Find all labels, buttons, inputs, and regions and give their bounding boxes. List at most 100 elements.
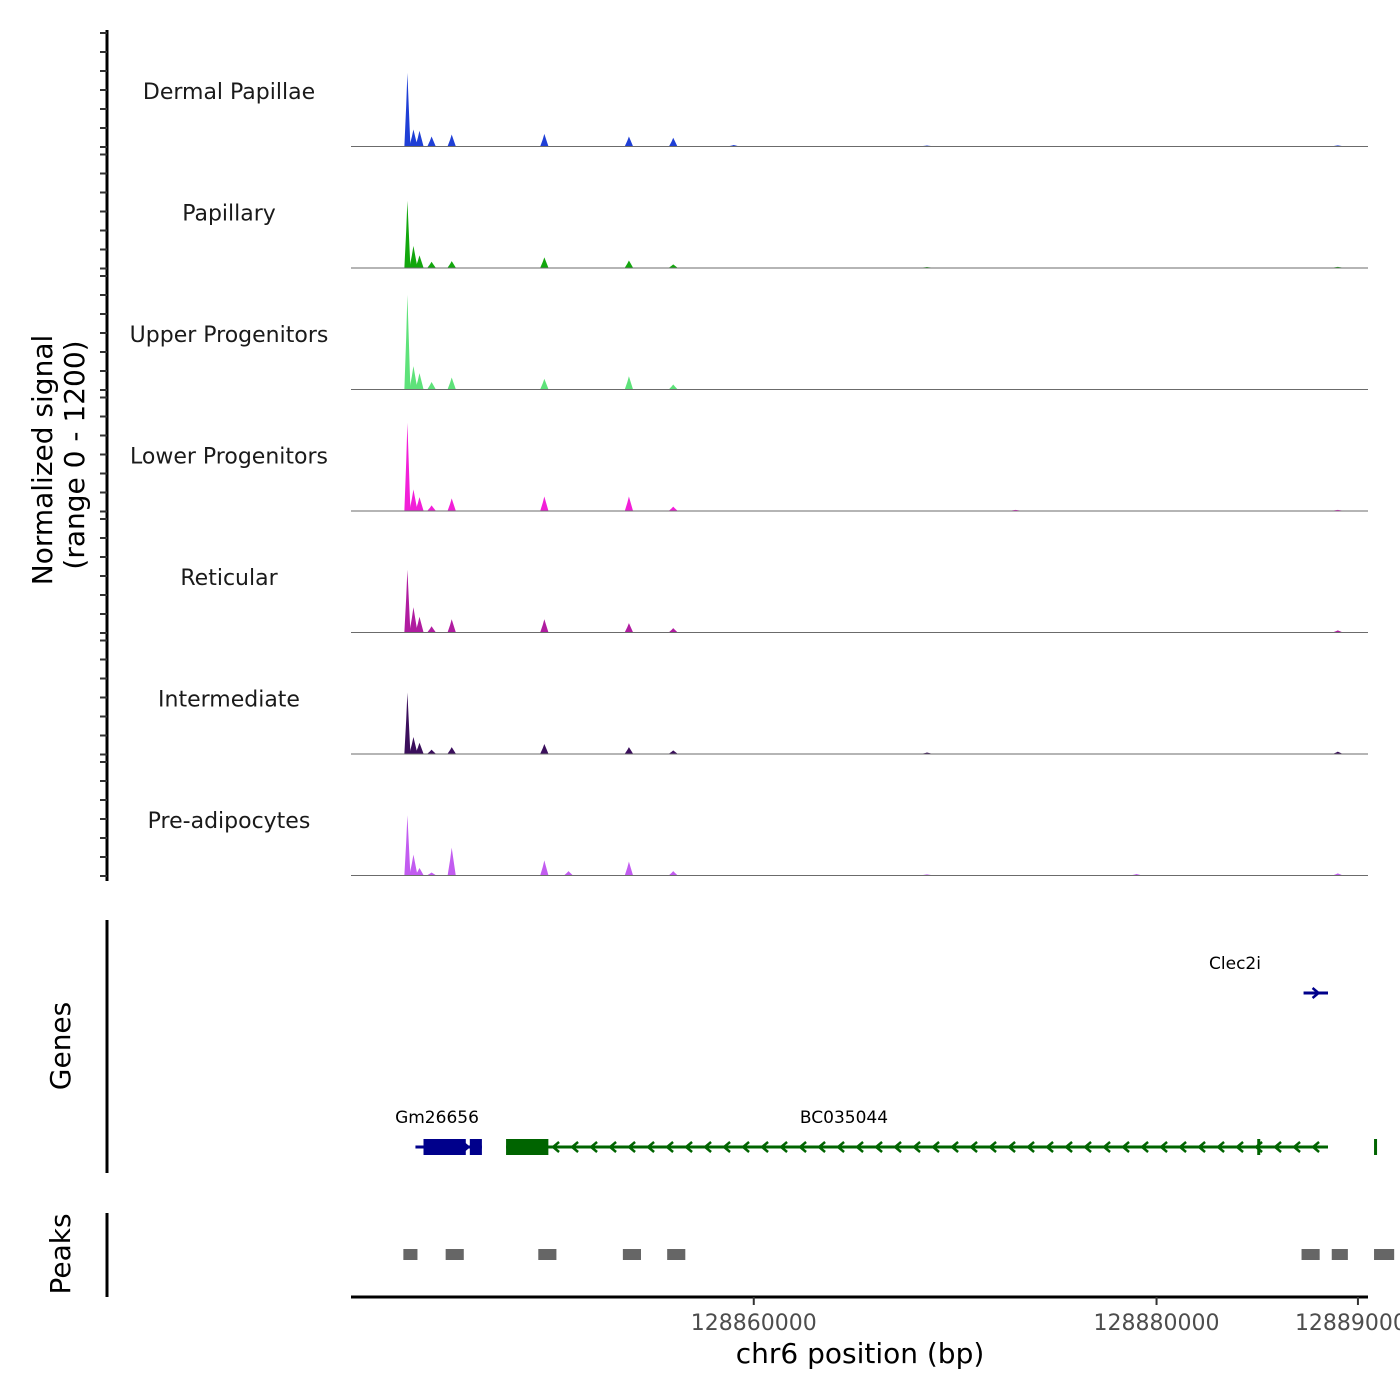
signal-peak: [404, 815, 411, 875]
gene-model: BC035044: [506, 1108, 1378, 1155]
gene-label: BC035044: [800, 1108, 888, 1128]
strand-chevron: [589, 1141, 598, 1153]
signal-peak: [409, 607, 418, 632]
peak-region: [538, 1249, 557, 1260]
strand-chevron: [969, 1141, 978, 1153]
strand-chevron: [1083, 1141, 1092, 1153]
x-tick-label: 128890000: [1295, 1311, 1400, 1336]
signal-peak: [564, 871, 573, 875]
signal-peak: [540, 257, 549, 268]
signal-peak: [669, 264, 678, 268]
signal-peak: [415, 868, 424, 875]
strand-chevron: [931, 1141, 940, 1153]
strand-chevron: [627, 1141, 636, 1153]
y-axis-subtitle: (range 0 - 1200): [58, 340, 91, 569]
coverage-y-axis: [100, 30, 109, 881]
strand-chevron: [874, 1141, 883, 1153]
signal-peak: [624, 376, 633, 389]
strand-chevron: [1273, 1141, 1282, 1153]
signal-peak: [624, 136, 633, 146]
signal-peak: [624, 861, 633, 875]
strand-chevron: [1311, 987, 1321, 999]
signal-peak: [404, 72, 411, 146]
signal-peak: [404, 422, 411, 511]
x-axis-title: chr6 position (bp): [736, 1337, 985, 1370]
strand-chevron: [1178, 1141, 1187, 1153]
strand-chevron: [741, 1141, 750, 1153]
strand-chevron: [1121, 1141, 1130, 1153]
gene-label: Clec2i: [1209, 954, 1261, 974]
strand-chevron: [1140, 1141, 1149, 1153]
gene-exon: [469, 1139, 482, 1155]
strand-chevron: [1064, 1141, 1073, 1153]
peak-regions: [403, 1249, 1395, 1260]
signal-peak: [669, 137, 678, 146]
track-label: Upper Progenitors: [130, 323, 329, 348]
signal-peak: [669, 506, 678, 511]
signal-peak: [1333, 266, 1342, 268]
strand-chevron: [893, 1141, 902, 1153]
strand-chevron: [988, 1141, 997, 1153]
signal-peak: [404, 569, 411, 632]
signal-peak: [447, 847, 456, 875]
peak-region: [445, 1249, 464, 1260]
peak-region: [1374, 1249, 1395, 1260]
genes-track-title: Genes: [44, 1002, 77, 1090]
peak-region: [667, 1249, 686, 1260]
signal-peak: [415, 742, 424, 754]
signal-peak: [409, 366, 418, 389]
strand-chevron: [1197, 1141, 1206, 1153]
signal-peak: [404, 692, 411, 754]
coverage-track: Papillary: [182, 200, 1368, 269]
coverage-track: Dermal Papillae: [143, 72, 1368, 147]
signal-peak: [1333, 509, 1342, 511]
coverage-track: Lower Progenitors: [130, 422, 1368, 512]
signal-peak: [624, 496, 633, 511]
strand-chevron: [608, 1141, 617, 1153]
signal-peak: [427, 749, 436, 754]
signal-peak: [427, 872, 436, 875]
signal-peak: [922, 145, 931, 146]
track-label: Lower Progenitors: [130, 445, 328, 470]
signal-peak: [447, 619, 456, 632]
strand-chevron: [1026, 1141, 1035, 1153]
y-axis-title: Normalized signal: [26, 335, 59, 586]
signal-peak: [427, 505, 436, 511]
signal-peak: [409, 245, 418, 268]
strand-chevron: [1235, 1141, 1244, 1153]
strand-chevron: [950, 1141, 959, 1153]
signal-peak: [729, 145, 738, 146]
track-label: Reticular: [180, 566, 278, 591]
strand-chevron: [1007, 1141, 1016, 1153]
strand-chevron: [779, 1141, 788, 1153]
gene-annotations: Clec2i Gm26656 BC035044: [395, 954, 1378, 1155]
signal-peak: [540, 860, 549, 875]
coverage-track: Intermediate: [158, 688, 1368, 755]
strand-chevron: [855, 1141, 864, 1153]
peaks-track-title: Peaks: [44, 1213, 77, 1294]
strand-chevron: [798, 1141, 807, 1153]
signal-peak: [669, 750, 678, 754]
x-axis-ticks: 128860000 128880000 128890000: [691, 1297, 1400, 1336]
signal-peak: [922, 266, 931, 268]
signal-peak: [415, 255, 424, 268]
signal-peak: [447, 134, 456, 146]
signal-peak: [404, 200, 411, 268]
coverage-track: Reticular: [180, 566, 1368, 633]
peak-region: [1301, 1249, 1320, 1260]
gene-exon: [1257, 1139, 1261, 1155]
track-label: Pre-adipocytes: [148, 809, 311, 834]
strand-chevron: [1311, 1141, 1320, 1153]
signal-peak: [427, 626, 436, 632]
gene-model: Gm26656: [395, 1108, 482, 1155]
signal-peak: [540, 133, 549, 146]
track-label: Intermediate: [158, 688, 300, 713]
signal-peak: [447, 498, 456, 511]
signal-peak: [540, 619, 549, 632]
strand-chevron: [684, 1141, 693, 1153]
signal-peak: [427, 261, 436, 268]
x-tick-label: 128880000: [1094, 1311, 1220, 1336]
strand-chevron: [760, 1141, 769, 1153]
strand-chevron: [551, 1141, 560, 1153]
signal-peak: [409, 489, 418, 511]
